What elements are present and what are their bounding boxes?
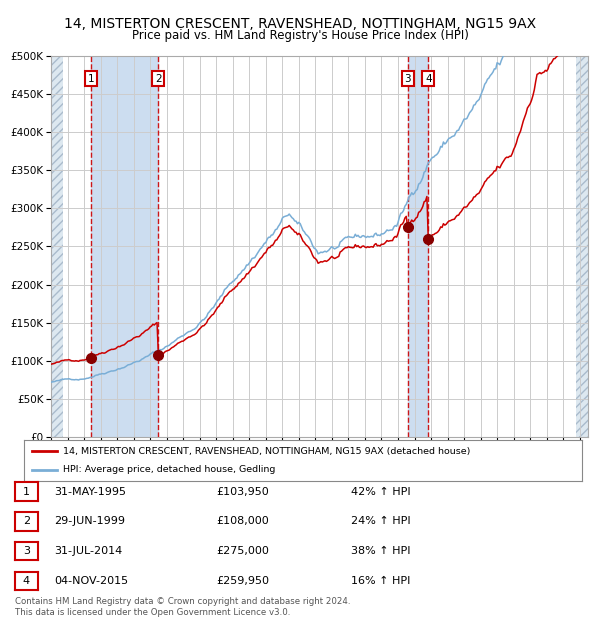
Text: £103,950: £103,950 [216, 487, 269, 497]
Text: 1: 1 [23, 487, 30, 497]
Text: 38% ↑ HPI: 38% ↑ HPI [351, 546, 410, 556]
Text: 1: 1 [88, 74, 94, 84]
Bar [575, 56, 592, 437]
Text: 16% ↑ HPI: 16% ↑ HPI [351, 576, 410, 586]
Text: £108,000: £108,000 [216, 516, 269, 526]
Text: 31-MAY-1995: 31-MAY-1995 [54, 487, 126, 497]
Text: 14, MISTERTON CRESCENT, RAVENSHEAD, NOTTINGHAM, NG15 9AX (detached house): 14, MISTERTON CRESCENT, RAVENSHEAD, NOTT… [63, 446, 470, 456]
Text: 4: 4 [425, 74, 431, 84]
Text: 4: 4 [23, 576, 30, 586]
Text: 2: 2 [23, 516, 30, 526]
Text: 29-JUN-1999: 29-JUN-1999 [54, 516, 125, 526]
Text: 2: 2 [155, 74, 162, 84]
Text: £259,950: £259,950 [216, 576, 269, 586]
Text: Contains HM Land Registry data © Crown copyright and database right 2024.
This d: Contains HM Land Registry data © Crown c… [15, 598, 350, 617]
Bar [407, 56, 428, 437]
Text: 04-NOV-2015: 04-NOV-2015 [54, 576, 128, 586]
Bar [51, 56, 64, 437]
Text: 24% ↑ HPI: 24% ↑ HPI [351, 516, 410, 526]
Text: 14, MISTERTON CRESCENT, RAVENSHEAD, NOTTINGHAM, NG15 9AX: 14, MISTERTON CRESCENT, RAVENSHEAD, NOTT… [64, 17, 536, 32]
Bar [91, 56, 158, 437]
Text: 31-JUL-2014: 31-JUL-2014 [54, 546, 122, 556]
Text: £275,000: £275,000 [216, 546, 269, 556]
Text: 3: 3 [404, 74, 411, 84]
Text: Price paid vs. HM Land Registry's House Price Index (HPI): Price paid vs. HM Land Registry's House … [131, 29, 469, 42]
Text: 3: 3 [23, 546, 30, 556]
Text: HPI: Average price, detached house, Gedling: HPI: Average price, detached house, Gedl… [63, 465, 275, 474]
Text: 42% ↑ HPI: 42% ↑ HPI [351, 487, 410, 497]
